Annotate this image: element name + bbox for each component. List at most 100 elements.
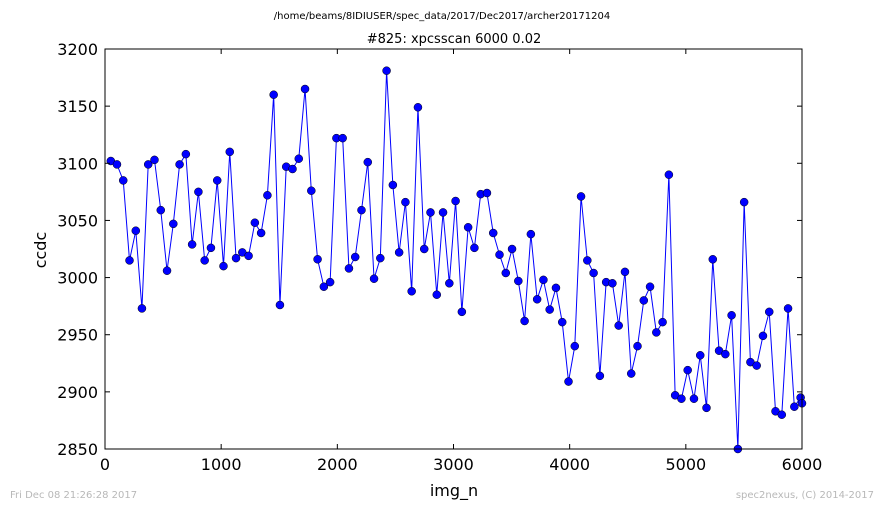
- data-point: [708, 255, 718, 264]
- data-point: [557, 317, 567, 327]
- series-layer: [106, 66, 807, 454]
- data-point: [752, 361, 761, 370]
- data-point: [526, 229, 536, 239]
- data-point: [639, 296, 649, 305]
- data-point: [507, 244, 517, 254]
- data-point: [463, 223, 473, 232]
- data-point: [118, 176, 128, 185]
- data-point: [376, 253, 385, 263]
- data-point: [388, 180, 398, 190]
- data-point: [344, 264, 354, 273]
- data-point: [181, 149, 191, 159]
- data-point: [137, 304, 147, 313]
- x-tick-label: 4000: [549, 455, 590, 474]
- data-point: [200, 256, 209, 265]
- data-point: [307, 186, 316, 195]
- data-point: [219, 261, 228, 271]
- data-point: [514, 276, 523, 286]
- data-point: [156, 205, 166, 215]
- x-tick-label: 6000: [782, 455, 823, 474]
- data-point: [194, 187, 203, 197]
- y-tick-label: 2950: [57, 326, 98, 345]
- data-point: [470, 243, 479, 253]
- data-point: [369, 274, 379, 283]
- data-point: [250, 218, 260, 227]
- data-point: [495, 250, 504, 259]
- plot-background: [105, 49, 802, 449]
- data-point: [263, 191, 272, 200]
- data-point: [721, 349, 730, 359]
- data-point: [595, 371, 605, 381]
- x-axis-label: img_n: [430, 481, 478, 501]
- data-point: [300, 84, 310, 94]
- footer-credit: spec2nexus, (C) 2014-2017: [735, 490, 874, 501]
- data-point: [608, 279, 617, 288]
- x-tick-label: 2000: [317, 455, 358, 474]
- data-point: [169, 219, 178, 229]
- data-point: [677, 394, 686, 403]
- data-point: [683, 365, 692, 375]
- data-point: [363, 157, 373, 167]
- y-tick-label: 3000: [57, 269, 98, 288]
- y-tick-label: 3200: [57, 40, 98, 59]
- x-tick-label: 1000: [201, 455, 242, 474]
- data-point: [419, 244, 429, 254]
- data-point: [143, 160, 153, 169]
- data-point: [551, 283, 561, 293]
- data-point: [212, 176, 222, 185]
- data-point: [583, 256, 592, 265]
- data-point: [413, 103, 423, 112]
- data-point: [727, 311, 736, 320]
- data-point: [288, 164, 297, 174]
- data-point: [783, 304, 793, 313]
- data-point: [545, 305, 554, 314]
- plot-area: [105, 49, 802, 449]
- data-point: [438, 208, 448, 217]
- data-point: [150, 155, 159, 165]
- data-point: [382, 66, 391, 75]
- data-point: [225, 147, 235, 157]
- data-point: [131, 226, 141, 235]
- series-line: [110, 70, 803, 450]
- y-tick-label: 3150: [57, 97, 98, 116]
- data-point: [645, 282, 655, 291]
- data-point: [401, 197, 410, 207]
- data-point: [319, 282, 329, 291]
- data-point: [501, 268, 511, 278]
- y-axis-label: ccdc: [31, 232, 50, 269]
- x-tick-label: 3000: [433, 455, 474, 474]
- data-point: [451, 196, 460, 206]
- data-point: [539, 275, 548, 285]
- data-point: [275, 300, 285, 310]
- data-point: [187, 240, 197, 249]
- data-point: [764, 307, 774, 317]
- data-point: [620, 267, 630, 277]
- data-point: [564, 377, 573, 386]
- data-point: [695, 351, 705, 360]
- chart-suptitle: /home/beams/8IDIUSER/spec_data/2017/Dec2…: [274, 11, 610, 22]
- data-point: [570, 341, 580, 351]
- data-point: [313, 255, 322, 264]
- y-tick-label: 2850: [57, 440, 98, 459]
- data-point: [162, 266, 172, 275]
- data-point: [576, 192, 586, 201]
- data-point: [426, 208, 435, 217]
- data-point: [658, 317, 667, 327]
- y-tick-label: 2900: [57, 383, 98, 402]
- data-point: [394, 248, 404, 257]
- y-tick-label: 3100: [57, 154, 98, 173]
- data-point: [633, 341, 642, 351]
- data-point: [269, 90, 278, 99]
- data-point: [532, 295, 542, 304]
- data-point: [231, 253, 241, 263]
- data-point: [175, 160, 184, 169]
- data-point: [244, 251, 253, 261]
- data-point: [432, 290, 442, 299]
- data-point: [256, 228, 266, 238]
- data-point: [758, 331, 768, 341]
- data-point: [112, 160, 122, 169]
- chart-title: #825: xpcsscan 6000 0.02: [367, 32, 542, 47]
- data-point: [689, 394, 699, 403]
- data-point: [488, 228, 498, 238]
